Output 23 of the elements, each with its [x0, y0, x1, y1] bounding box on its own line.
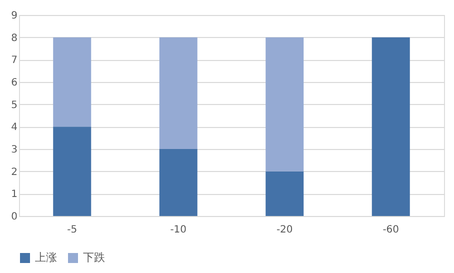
y-tick-label: 3	[11, 144, 18, 156]
y-tick-label: 4	[11, 122, 18, 134]
bar	[266, 171, 304, 216]
bar	[266, 37, 304, 172]
y-tick-label: 6	[11, 78, 18, 88]
bar	[159, 149, 198, 216]
y-tick-label: 0	[11, 212, 18, 222]
x-tick-label: -60	[382, 224, 400, 236]
y-tick-label: 8	[11, 32, 18, 44]
y-tick-label: 9	[11, 10, 18, 22]
bar	[53, 37, 92, 127]
x-tick-label: -5	[67, 224, 78, 236]
bar	[372, 37, 410, 216]
legend-label: 上涨	[35, 251, 57, 264]
x-tick-label: -10	[170, 224, 187, 236]
x-tick-label: -20	[276, 224, 293, 236]
y-tick-label: 5	[11, 100, 18, 111]
y-tick-label: 7	[11, 55, 18, 66]
y-tick-label: 2	[11, 166, 18, 178]
bar	[53, 126, 92, 216]
y-tick-label: 1	[11, 189, 18, 200]
bar	[159, 37, 198, 149]
legend-label: 下跌	[83, 251, 105, 264]
